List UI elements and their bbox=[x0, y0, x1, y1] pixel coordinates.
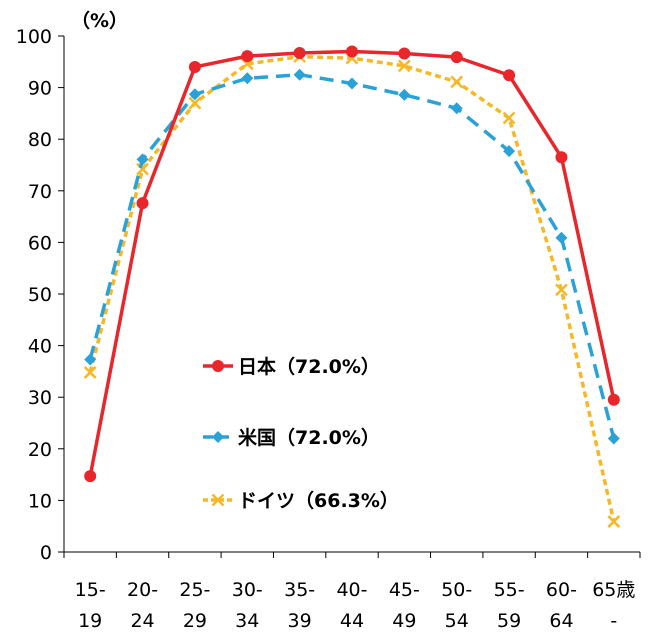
data-point bbox=[555, 283, 568, 297]
data-point bbox=[241, 50, 254, 63]
y-tick-label: 70 bbox=[28, 181, 52, 203]
data-point bbox=[136, 162, 149, 176]
x-tick-label-line2: 19 bbox=[78, 610, 102, 632]
data-point bbox=[84, 470, 97, 483]
y-tick-label: 10 bbox=[28, 490, 52, 512]
data-point bbox=[555, 231, 568, 244]
y-tick-label: 60 bbox=[28, 232, 52, 254]
x-tick-label-line2: 54 bbox=[445, 610, 469, 632]
data-point bbox=[555, 151, 568, 164]
x-tick-label: 25- bbox=[179, 579, 210, 601]
x-tick-label-line2: 34 bbox=[235, 610, 259, 632]
y-tick-label: 90 bbox=[28, 78, 52, 100]
data-point bbox=[84, 353, 97, 366]
legend-label: ドイツ（66.3%） bbox=[238, 489, 399, 512]
series-1 bbox=[84, 68, 620, 445]
series-line bbox=[88, 49, 616, 477]
data-point bbox=[607, 432, 620, 445]
x-tick-label: 50- bbox=[441, 579, 472, 601]
legend-label: 米国（72.0%） bbox=[238, 426, 380, 449]
data-point bbox=[450, 75, 464, 89]
x-tick-label-line2: 44 bbox=[340, 610, 364, 632]
y-tick-label: 30 bbox=[28, 387, 52, 409]
y-unit-label: （%） bbox=[71, 9, 128, 32]
x-tick-label: 30- bbox=[232, 579, 263, 601]
x-tick-label: 15- bbox=[75, 579, 106, 601]
y-tick-label: 100 bbox=[16, 26, 52, 48]
data-point bbox=[346, 77, 358, 90]
x-tick-label-line2: 24 bbox=[130, 610, 154, 632]
y-tick-label: 40 bbox=[28, 336, 52, 358]
y-tick-label: 20 bbox=[28, 439, 52, 461]
x-tick-label: 35- bbox=[284, 579, 315, 601]
data-point bbox=[503, 145, 516, 158]
x-tick-label: 45- bbox=[389, 579, 420, 601]
data-point bbox=[607, 515, 621, 528]
x-tick-label-line2: 39 bbox=[288, 610, 312, 632]
y-tick-label: 0 bbox=[40, 542, 52, 564]
data-point bbox=[136, 197, 149, 210]
x-tick-label: 60- bbox=[546, 579, 577, 601]
x-tick-label-line2: 29 bbox=[183, 610, 207, 632]
x-tick-label: 65歳 bbox=[592, 579, 635, 601]
x-tick-label-line2: 59 bbox=[497, 610, 521, 632]
legend-marker bbox=[212, 360, 224, 372]
data-point bbox=[293, 47, 306, 60]
x-tick-label: 20- bbox=[127, 579, 158, 601]
data-point bbox=[136, 153, 149, 166]
data-point bbox=[241, 72, 254, 85]
data-point bbox=[398, 47, 411, 60]
data-point bbox=[188, 60, 201, 73]
data-point bbox=[188, 96, 202, 110]
data-point bbox=[83, 366, 97, 379]
series-lines bbox=[83, 45, 621, 528]
y-tick-label: 80 bbox=[28, 129, 52, 151]
data-point bbox=[398, 88, 411, 101]
data-point bbox=[293, 68, 306, 81]
axes bbox=[63, 36, 640, 553]
x-axis-ticks: 15- 19 20- 24 25- 29 30- 34 35- 39 40- 44 45- 49 50- 54… bbox=[63, 552, 641, 632]
data-point bbox=[607, 393, 620, 406]
data-point bbox=[450, 51, 463, 64]
data-point bbox=[503, 69, 516, 82]
series-line bbox=[88, 72, 616, 439]
legend-marker bbox=[211, 493, 225, 507]
y-tick-label: 50 bbox=[28, 284, 52, 306]
x-tick-label: 40- bbox=[336, 579, 367, 601]
data-point bbox=[346, 45, 358, 58]
legend-marker bbox=[212, 431, 224, 443]
data-point bbox=[188, 88, 201, 101]
x-tick-label: 55- bbox=[494, 579, 525, 601]
x-tick-label-line2: 64 bbox=[549, 610, 573, 632]
x-tick-label-line2: - bbox=[610, 610, 617, 632]
series-2 bbox=[83, 50, 621, 528]
data-point bbox=[450, 102, 463, 115]
data-point bbox=[502, 111, 516, 125]
series-0 bbox=[84, 45, 620, 483]
legend-label: 日本（72.0%） bbox=[238, 355, 380, 378]
legend: 日本（72.0%） 米国（72.0%） ドイツ（66.3%） bbox=[203, 355, 399, 512]
x-tick-label-line2: 49 bbox=[392, 610, 416, 632]
data-point bbox=[397, 59, 411, 73]
y-axis-ticks: 0 10 20 30 40 50 60 70 80 90 100 bbox=[16, 26, 64, 564]
